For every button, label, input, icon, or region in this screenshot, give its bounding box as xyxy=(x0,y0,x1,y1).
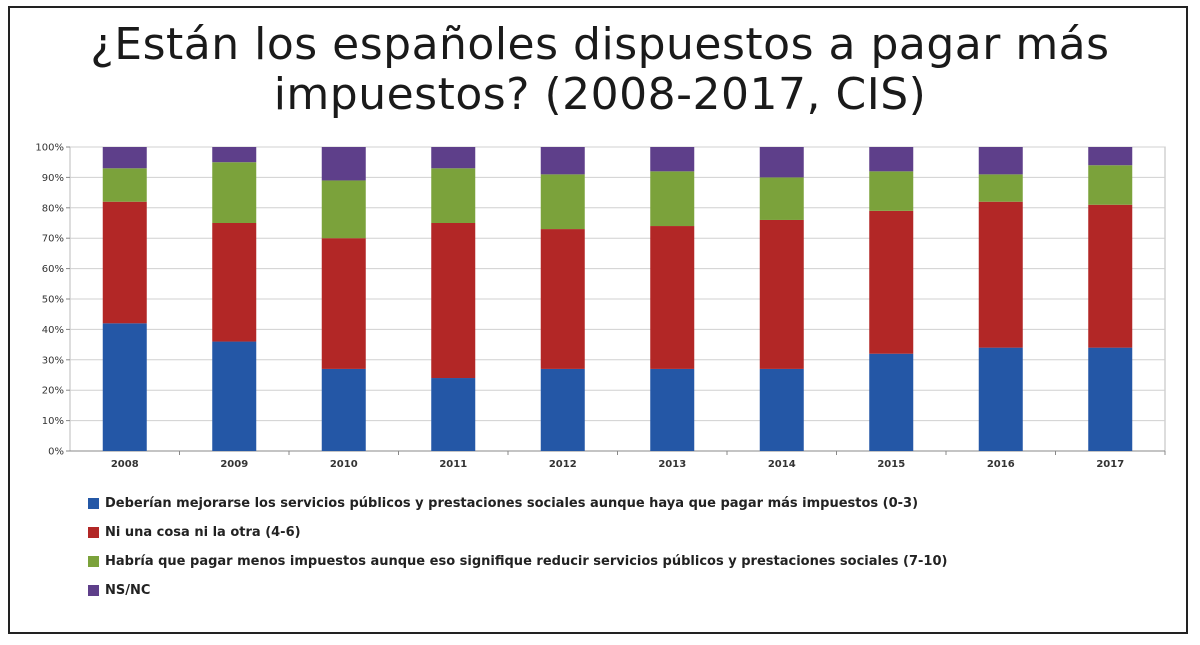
y-tick-label: 80% xyxy=(42,203,64,214)
bar-segment-2011-series-4 xyxy=(431,147,476,169)
y-tick-label: 0% xyxy=(48,447,64,458)
bar-segment-2009-series-1 xyxy=(212,341,257,451)
bar-segment-2016-series-2 xyxy=(978,201,1023,348)
bar-segment-2015-series-4 xyxy=(869,147,914,172)
bar-segment-2011-series-1 xyxy=(431,378,476,451)
x-tick-label: 2014 xyxy=(768,459,796,470)
bar-segment-2014-series-2 xyxy=(759,219,804,369)
bar-segment-2016-series-1 xyxy=(978,347,1023,451)
legend-swatch xyxy=(88,498,99,509)
bar-segment-2008-series-3 xyxy=(102,168,147,202)
bar-segment-2012-series-2 xyxy=(540,229,585,369)
x-tick-label: 2016 xyxy=(987,459,1015,470)
bar-segment-2011-series-2 xyxy=(431,223,476,379)
bar-segment-2013-series-1 xyxy=(650,368,695,451)
bar-segment-2014-series-3 xyxy=(759,177,804,220)
y-tick-label: 40% xyxy=(42,325,64,336)
legend-swatch xyxy=(88,585,99,596)
legend-swatch xyxy=(88,556,99,567)
bar-segment-2016-series-4 xyxy=(978,147,1023,175)
x-tick-label: 2011 xyxy=(439,459,467,470)
bar-segment-2012-series-1 xyxy=(540,368,585,451)
bar-segment-2010-series-2 xyxy=(321,238,366,369)
bar-segment-2016-series-3 xyxy=(978,174,1023,202)
bar-segment-2013-series-2 xyxy=(650,226,695,369)
legend-item: Deberían mejorarse los servicios público… xyxy=(88,489,947,518)
legend-item: NS/NC xyxy=(88,576,947,605)
bar-segment-2017-series-3 xyxy=(1088,165,1133,205)
bar-segment-2010-series-3 xyxy=(321,180,366,239)
x-tick-label: 2008 xyxy=(111,459,139,470)
bar-segment-2015-series-1 xyxy=(869,353,914,451)
bar-segment-2010-series-4 xyxy=(321,147,366,181)
y-tick-label: 20% xyxy=(42,386,64,397)
legend-swatch xyxy=(88,527,99,538)
y-tick-label: 100% xyxy=(35,143,64,154)
legend-label: Ni una cosa ni la otra (4-6) xyxy=(105,525,301,540)
legend-label: NS/NC xyxy=(105,583,151,598)
bar-segment-2012-series-3 xyxy=(540,174,585,230)
legend-label: Deberían mejorarse los servicios público… xyxy=(105,496,919,511)
x-tick-label: 2017 xyxy=(1096,459,1124,470)
bar-segment-2017-series-1 xyxy=(1088,347,1133,451)
bar-segment-2008-series-4 xyxy=(102,147,147,169)
y-tick-label: 50% xyxy=(42,295,64,306)
bar-segment-2009-series-3 xyxy=(212,162,257,223)
bar-segment-2010-series-1 xyxy=(321,368,366,451)
x-tick-label: 2010 xyxy=(330,459,358,470)
y-tick-label: 30% xyxy=(42,355,64,366)
y-tick-label: 10% xyxy=(42,416,64,427)
bar-segment-2014-series-4 xyxy=(759,147,804,178)
bar-segment-2015-series-3 xyxy=(869,171,914,211)
y-tick-label: 70% xyxy=(42,234,64,245)
bar-segment-2017-series-2 xyxy=(1088,204,1133,348)
bar-segment-2012-series-4 xyxy=(540,147,585,175)
legend-item: Habría que pagar menos impuestos aunque … xyxy=(88,547,947,576)
bar-segment-2009-series-2 xyxy=(212,223,257,342)
bar-segment-2009-series-4 xyxy=(212,147,257,163)
legend-label: Habría que pagar menos impuestos aunque … xyxy=(105,554,948,569)
x-tick-label: 2013 xyxy=(658,459,686,470)
y-tick-label: 60% xyxy=(42,264,64,275)
y-tick-label: 90% xyxy=(42,173,64,184)
bar-segment-2014-series-1 xyxy=(759,368,804,451)
legend-item: Ni una cosa ni la otra (4-6) xyxy=(88,518,947,547)
bar-segment-2015-series-2 xyxy=(869,210,914,354)
bar-segment-2008-series-1 xyxy=(102,323,147,451)
bar-segment-2017-series-4 xyxy=(1088,147,1133,166)
bar-segment-2008-series-2 xyxy=(102,201,147,324)
x-tick-label: 2012 xyxy=(549,459,577,470)
chart-title: ¿Están los españoles dispuestos a pagar … xyxy=(90,19,1110,120)
legend: Deberían mejorarse los servicios público… xyxy=(88,489,947,605)
x-tick-label: 2009 xyxy=(220,459,248,470)
x-tick-label: 2015 xyxy=(877,459,905,470)
bar-segment-2013-series-3 xyxy=(650,171,695,227)
bar-segment-2013-series-4 xyxy=(650,147,695,172)
bar-segment-2011-series-3 xyxy=(431,168,476,223)
